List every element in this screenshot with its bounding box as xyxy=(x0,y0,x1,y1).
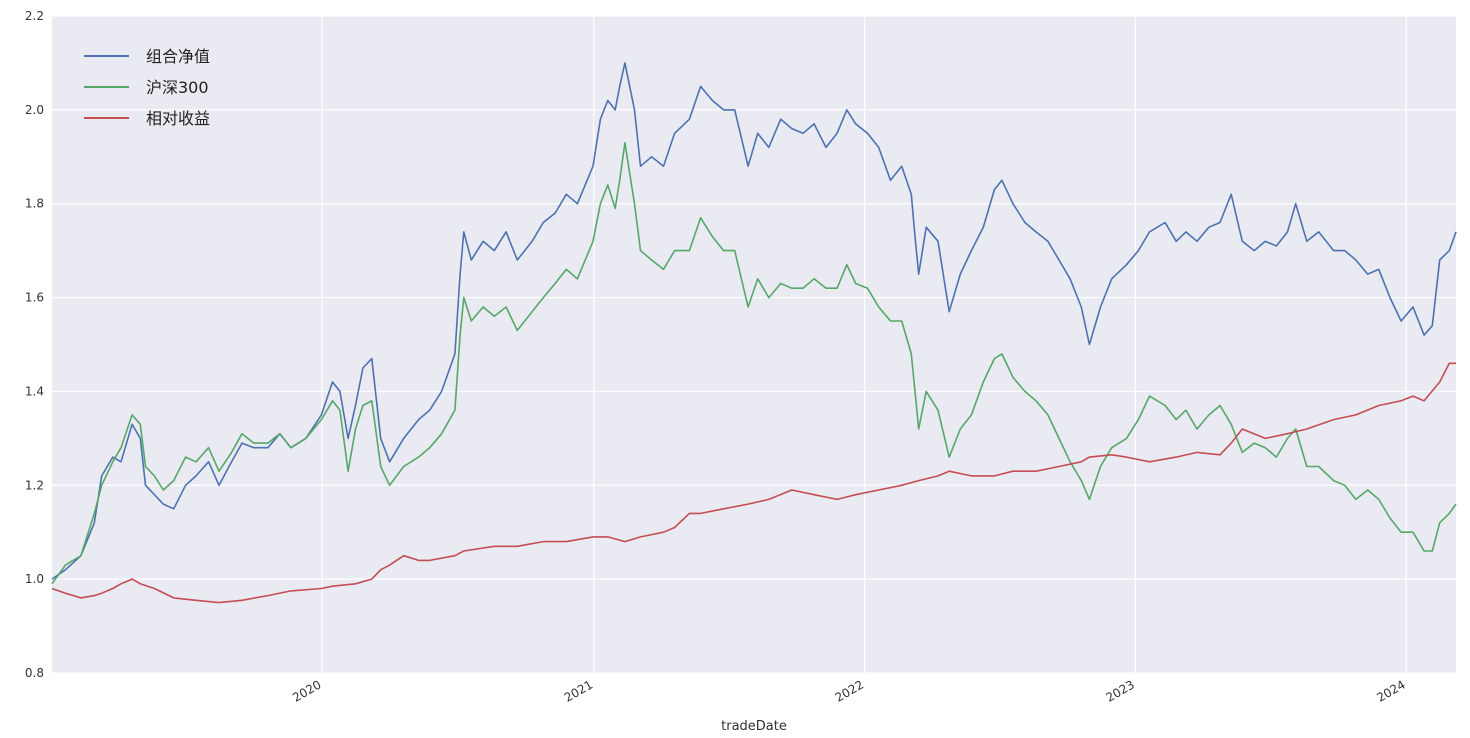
legend-label-1: 组合净值 xyxy=(146,47,210,66)
x-tick-label: 2020 xyxy=(290,677,323,704)
y-tick-label: 0.8 xyxy=(25,666,44,680)
x-axis: 2020 2021 2022 2023 2024 xyxy=(290,677,1408,704)
y-tick-label: 1.6 xyxy=(25,291,44,305)
series-layer xyxy=(51,62,1457,604)
x-tick-label: 2023 xyxy=(1103,677,1136,704)
series-line-2 xyxy=(51,141,1457,585)
x-axis-label: tradeDate xyxy=(721,719,787,734)
y-tick-label: 1.4 xyxy=(25,384,44,398)
grid-lines xyxy=(52,15,1456,674)
y-axis: 0.8 1.0 1.2 1.4 1.6 1.8 2.0 2.2 xyxy=(25,9,44,680)
x-tick-label: 2022 xyxy=(833,677,866,704)
plot-background xyxy=(52,16,1456,673)
y-tick-label: 2.2 xyxy=(25,9,44,23)
legend-label-3: 相对收益 xyxy=(146,109,210,128)
y-tick-label: 1.8 xyxy=(25,197,44,211)
y-tick-label: 1.0 xyxy=(25,572,44,586)
x-tick-label: 2024 xyxy=(1374,677,1407,704)
y-tick-label: 2.0 xyxy=(25,103,44,117)
legend-label-2: 沪深300 xyxy=(146,78,209,97)
x-tick-label: 2021 xyxy=(562,677,595,704)
y-tick-label: 1.2 xyxy=(25,478,44,492)
series-line-3 xyxy=(51,362,1456,604)
